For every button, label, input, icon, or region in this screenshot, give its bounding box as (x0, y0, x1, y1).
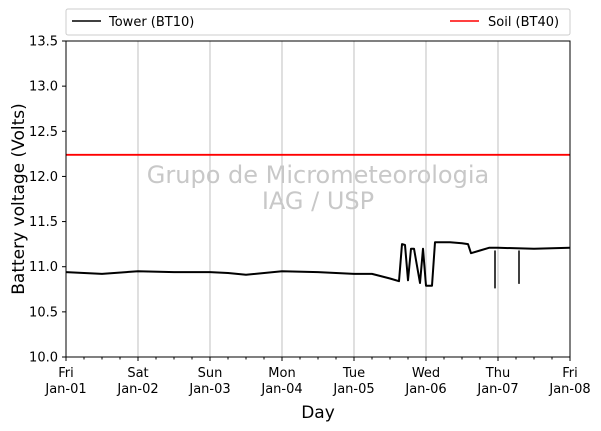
x-tick-label-date: Jan-03 (188, 382, 230, 397)
x-axis-label: Day (301, 403, 335, 423)
x-tick-label-date: Jan-05 (332, 382, 374, 397)
series-line-tower (65, 241, 571, 287)
x-tick-label-day: Fri (58, 366, 74, 381)
x-gridlines (137, 41, 499, 357)
y-tick-label: 12.0 (29, 170, 58, 185)
x-tick-label-day: Fri (562, 366, 578, 381)
x-tick-label-date: Jan-08 (548, 382, 590, 397)
y-tick-label: 10.0 (29, 351, 58, 366)
x-tick-label-date: Jan-02 (116, 382, 158, 397)
x-axis: FriJan-01SatJan-02SunJan-03MonJan-04TueJ… (44, 357, 591, 397)
series-lines (65, 153, 571, 289)
x-tick-label-date: Jan-04 (260, 382, 302, 397)
watermark-line-1: Grupo de Micrometeorologia (147, 161, 489, 189)
legend: Tower (BT10) Soil (BT40) (65, 8, 571, 36)
legend-label-tower: Tower (BT10) (108, 15, 194, 30)
x-tick-label-date: Jan-06 (404, 382, 446, 397)
x-tick-label-day: Thu (485, 366, 510, 381)
y-tick-label: 11.0 (29, 260, 58, 275)
y-tick-label: 11.5 (29, 215, 58, 230)
legend-box (65, 8, 571, 36)
y-axis: 10.0 10.5 11.0 11.5 12.0 12.5 13.0 13.5 (29, 35, 66, 366)
y-tick-label: 13.5 (29, 35, 58, 50)
x-tick-label-day: Tue (342, 366, 365, 381)
legend-label-soil: Soil (BT40) (488, 15, 559, 30)
y-tick-label: 13.0 (29, 80, 58, 95)
y-axis-label: Battery voltage (Volts) (9, 103, 29, 294)
x-tick-label-day: Sun (198, 366, 223, 381)
x-tick-label-day: Sat (127, 366, 148, 381)
x-tick-label-date: Jan-07 (476, 382, 518, 397)
x-tick-label-day: Wed (412, 366, 440, 381)
watermark-line-2: IAG / USP (262, 187, 374, 215)
x-tick-label-day: Mon (268, 366, 295, 381)
y-tick-label: 10.5 (29, 305, 58, 320)
watermark: Grupo de Micrometeorologia IAG / USP (147, 161, 489, 215)
x-tick-label-date: Jan-01 (44, 382, 86, 397)
y-tick-label: 12.5 (29, 125, 58, 140)
